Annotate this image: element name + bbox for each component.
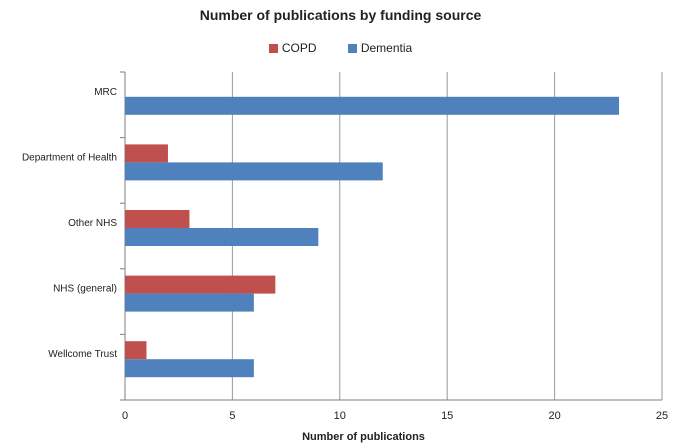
x-tick-label: 15 — [441, 410, 453, 422]
bar-copd — [125, 275, 276, 294]
bar-copd — [125, 144, 168, 163]
x-axis-title: Number of publications — [302, 431, 425, 443]
bar-dementia — [125, 228, 319, 246]
category-label: MRC — [94, 87, 117, 98]
bar-dementia — [125, 162, 383, 181]
x-tick-label: 5 — [229, 410, 235, 422]
chart-title: Number of publications by funding source — [199, 7, 482, 23]
legend-label-dementia: Dementia — [360, 41, 413, 55]
bar-dementia — [125, 359, 254, 378]
legend-item-copd: COPD — [268, 41, 317, 55]
bar-copd — [125, 210, 190, 228]
bar-dementia — [125, 293, 254, 312]
legend: COPD Dementia — [0, 41, 681, 56]
x-tick-label: 0 — [122, 410, 128, 422]
x-tick-label: 25 — [656, 410, 668, 422]
bar-dementia — [125, 96, 620, 115]
bar-copd — [125, 341, 147, 360]
x-tick-label: 20 — [548, 410, 560, 422]
category-label: Other NHS — [68, 218, 117, 229]
legend-swatch-dementia — [347, 43, 357, 53]
category-label: Department of Health — [22, 152, 117, 163]
legend-item-dementia: Dementia — [347, 41, 413, 55]
category-label: Wellcome Trust — [48, 349, 117, 360]
category-label: NHS (general) — [53, 284, 117, 295]
x-tick-label: 10 — [334, 410, 346, 422]
legend-swatch-copd — [268, 43, 278, 53]
legend-label-copd: COPD — [281, 41, 317, 55]
